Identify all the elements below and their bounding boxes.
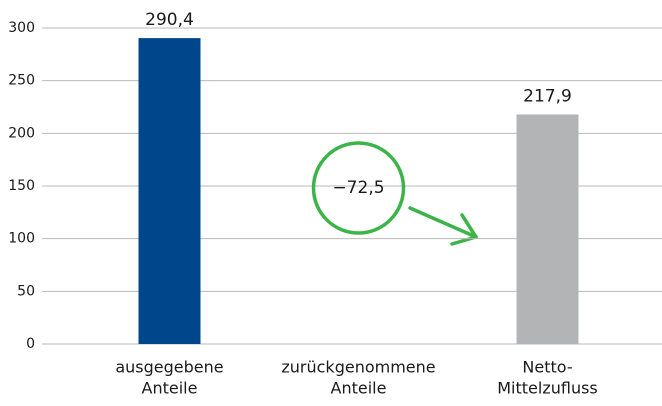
y-tick-label: 300 xyxy=(8,20,35,36)
y-tick-label: 200 xyxy=(8,125,35,141)
bar xyxy=(516,114,579,344)
y-tick-label: 100 xyxy=(8,231,35,247)
x-tick-label: Anteile xyxy=(142,379,198,398)
x-tick-label: ausgegebene xyxy=(115,358,223,377)
y-tick-label: 150 xyxy=(8,178,35,194)
bar xyxy=(138,38,201,344)
x-tick-label: Anteile xyxy=(331,379,387,398)
value-label: 290,4 xyxy=(145,10,194,30)
x-tick-label: zurückgenommene xyxy=(281,358,435,377)
annotation-label: −72,5 xyxy=(332,178,384,198)
annotation-arrow xyxy=(408,206,478,246)
annotation-circle xyxy=(311,141,406,235)
value-label: 217,9 xyxy=(523,86,572,106)
y-tick-label: 50 xyxy=(17,283,35,299)
y-tick-label: 250 xyxy=(8,73,35,89)
x-tick-label: Mittelzufluss xyxy=(497,379,598,398)
y-tick-label: 0 xyxy=(26,336,35,352)
x-tick-label: Netto- xyxy=(522,358,572,377)
